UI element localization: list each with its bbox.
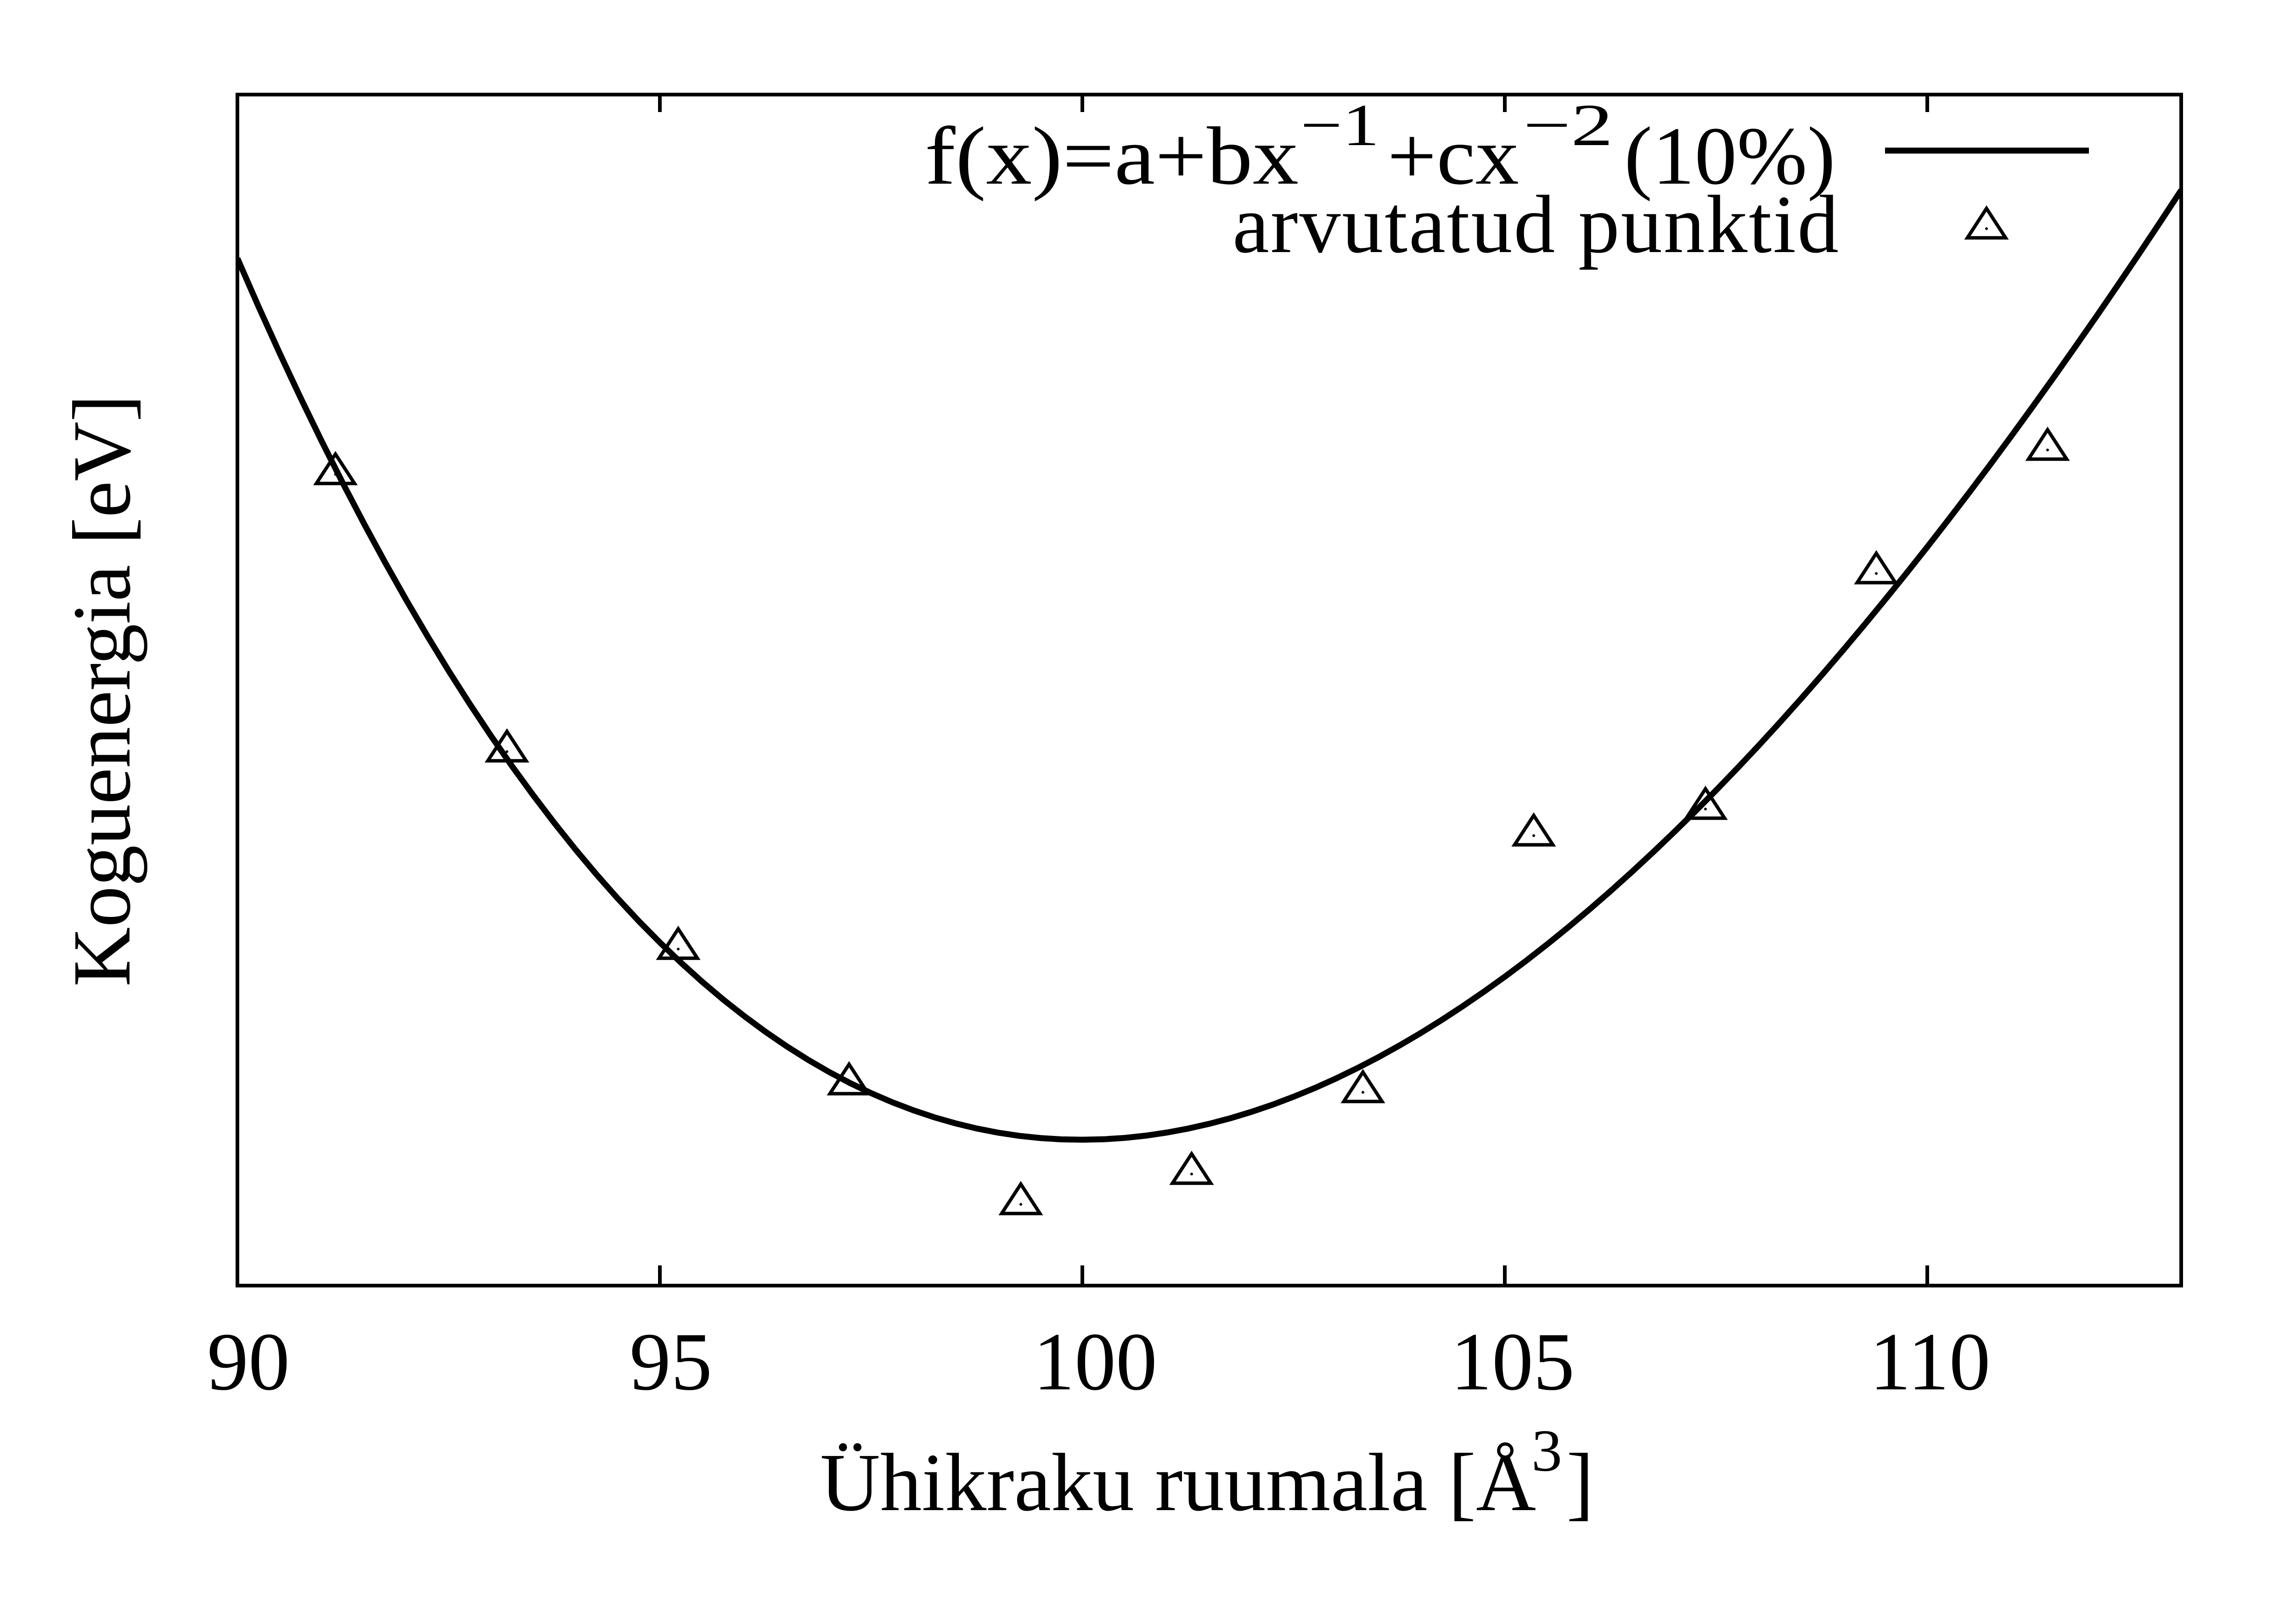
svg-text:]: ] [1566, 1437, 1594, 1528]
svg-text:−1: −1 [1300, 92, 1379, 158]
svg-text:95: 95 [630, 1316, 712, 1407]
svg-text:arvutatud punktid: arvutatud punktid [1232, 179, 1839, 270]
svg-text:Koguenergia [eV]: Koguenergia [eV] [56, 394, 147, 987]
svg-text:−2: −2 [1523, 92, 1613, 158]
svg-text:3: 3 [1531, 1418, 1562, 1484]
svg-text:90: 90 [207, 1316, 290, 1407]
svg-text:105: 105 [1451, 1316, 1575, 1407]
svg-text:Ühikraku ruumala [Å: Ühikraku ruumala [Å [820, 1437, 1536, 1528]
svg-text:+cx: +cx [1387, 110, 1519, 202]
svg-text:(10%): (10%) [1624, 110, 1835, 202]
svg-text:100: 100 [1033, 1316, 1157, 1407]
svg-text:f(x)=a+bx: f(x)=a+bx [925, 110, 1299, 202]
svg-text:110: 110 [1869, 1316, 1990, 1407]
